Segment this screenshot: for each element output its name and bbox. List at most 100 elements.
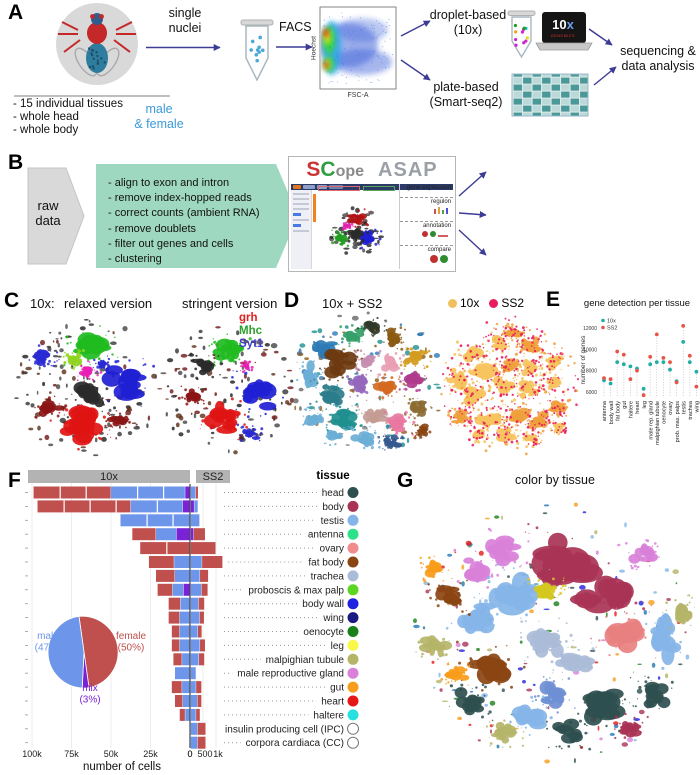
tsne-stringent-plot — [157, 326, 294, 455]
sex-proportion-pie: female(50%) mix(3%) male(47%) — [35, 615, 146, 706]
tissue-color-dot — [347, 528, 359, 540]
tissue-color-dot — [347, 584, 359, 596]
gene-legend-item: Syt1 — [239, 337, 264, 350]
svg-text:male rep. gland: male rep. gland — [648, 401, 654, 440]
facs-label: FACS — [279, 20, 312, 34]
pipeline-step: - clustering — [108, 253, 162, 266]
tissue-label: gut — [330, 683, 344, 694]
tissue-label: male reproductive gland — [237, 669, 344, 680]
legend-label: SS2 — [501, 296, 525, 310]
svg-text:tissue: tissue — [316, 470, 349, 482]
tissue-color-dot — [347, 681, 359, 693]
step-single-nuclei-label: single nuclei — [168, 6, 202, 35]
tissue-label: proboscis & max palp — [248, 585, 344, 596]
scope-feature-label: annotation — [422, 223, 451, 229]
tissue-color-dot — [347, 556, 359, 568]
tissue-color-dot — [347, 736, 359, 749]
svg-text:haltere: haltere — [629, 401, 635, 418]
sample-note-tissues: - 15 individual tissues — [13, 98, 123, 110]
svg-text:10x: 10x — [100, 471, 118, 483]
panel-f-label: F — [8, 469, 21, 492]
plate-based-label: plate-based (Smart-seq2) — [429, 80, 503, 109]
tissue-color-dot — [347, 570, 359, 582]
svg-text:10x: 10x — [607, 319, 616, 325]
stringent-version-title: stringent version — [182, 296, 278, 311]
svg-text:male: male — [37, 631, 59, 642]
gene-legend: grh Mhc Syt1 — [239, 312, 263, 350]
scope-feature-glyphs — [400, 230, 451, 238]
tissue-label: fat body — [308, 558, 344, 569]
tissue-color-dot — [347, 695, 359, 707]
tissue-bar-rows: head body testis antenna ovary fat body trache… — [25, 486, 359, 749]
raw-data-label: raw data — [35, 198, 61, 228]
scope-search-box — [363, 186, 395, 191]
svg-text:8000: 8000 — [586, 369, 597, 375]
scope-search-box — [318, 186, 360, 191]
panel-d-label: D — [284, 289, 300, 312]
legend-dot — [448, 298, 457, 308]
tissue-label: body — [322, 502, 344, 513]
svg-text:body wall: body wall — [609, 401, 615, 424]
svg-text:mix: mix — [82, 683, 98, 694]
svg-text:antenna: antenna — [602, 400, 608, 421]
panel-b-label: B — [8, 151, 24, 174]
svg-text:SS2: SS2 — [203, 471, 224, 483]
tsne-10x-ss2-mix-plot — [440, 315, 580, 456]
asap-logo: ASAP — [378, 158, 438, 181]
scope-mini-tsne — [315, 196, 397, 268]
scope-menu-tab — [329, 185, 343, 189]
tissue-color-dot — [347, 653, 359, 665]
scope-logo: SCope — [306, 158, 365, 181]
tissue-label: wing — [322, 613, 344, 624]
tissue-color-dot — [347, 709, 359, 721]
scope-feature-gene-expression: gene expression — [400, 184, 453, 197]
scope-asap-logos: SCope ASAP — [289, 157, 455, 183]
tissue-color-dot — [347, 500, 359, 512]
gene-detection-chart: gene detection per tissue number of genes… — [580, 298, 700, 445]
panel-g-title: color by tissue — [515, 473, 595, 487]
svg-text:fat body: fat body — [615, 401, 621, 421]
scope-menu-tab — [303, 185, 315, 189]
svg-text:gene detection per tissue: gene detection per tissue — [584, 298, 690, 309]
svg-text:10x: 10x — [552, 17, 574, 32]
pipeline-step: - remove doublets — [108, 222, 197, 235]
dataset-legend-item: 10x — [448, 296, 479, 310]
facs-plot: Hoechst FSC-A — [311, 6, 397, 99]
svg-text:leg: leg — [642, 401, 648, 408]
pipeline-step: - correct counts (ambient RNA) — [108, 207, 260, 220]
tissue-color-dot — [347, 667, 359, 679]
male-female-note: male & female — [134, 102, 184, 131]
scope-ui-mock: gene expression regulon annotation compare — [291, 184, 453, 269]
pipeline-step-list: - align to exon and intron - remove index… — [108, 176, 260, 267]
svg-text:0: 0 — [187, 749, 192, 759]
tissue-label: head — [322, 488, 344, 499]
tissue-label: corpora cardiaca (CC) — [246, 738, 344, 749]
scope-mini-tsne-blob — [329, 206, 384, 255]
tissue-label: heart — [321, 697, 344, 708]
svg-text:gut: gut — [622, 401, 628, 409]
tissue-label: insulin producing cell (IPC) — [225, 724, 344, 735]
scope-menu-tab — [293, 185, 301, 189]
svg-text:oenocyte: oenocyte — [662, 401, 668, 424]
dataset-legend: 10x SS2 — [448, 296, 524, 310]
tissue-color-dot — [347, 542, 359, 554]
gene-legend-item: grh — [239, 312, 258, 324]
panel-g-label: G — [397, 469, 414, 492]
sample-note-head: - whole head — [13, 111, 79, 123]
svg-text:wing: wing — [695, 401, 700, 414]
cells-per-tissue-chart: 10x SS2 tissue head body testis antenna ovary fa… — [22, 470, 359, 773]
svg-text:10000: 10000 — [583, 347, 597, 353]
tissue-label: haltere — [313, 710, 344, 721]
pipeline-step: - remove index-hopped reads — [108, 192, 252, 205]
droplet-based-label: droplet-based (10x) — [429, 8, 507, 37]
scope-feature-label: regulon — [430, 199, 451, 205]
tissue-label: ovary — [320, 544, 344, 555]
svg-text:FSC-A: FSC-A — [348, 92, 369, 99]
tissue-color-dot — [347, 626, 359, 637]
scope-sidebar — [291, 190, 312, 269]
sample-note-body: - whole body — [13, 124, 79, 136]
tissue-label: malpighian tubule — [266, 655, 345, 666]
svg-text:50k: 50k — [104, 749, 119, 759]
